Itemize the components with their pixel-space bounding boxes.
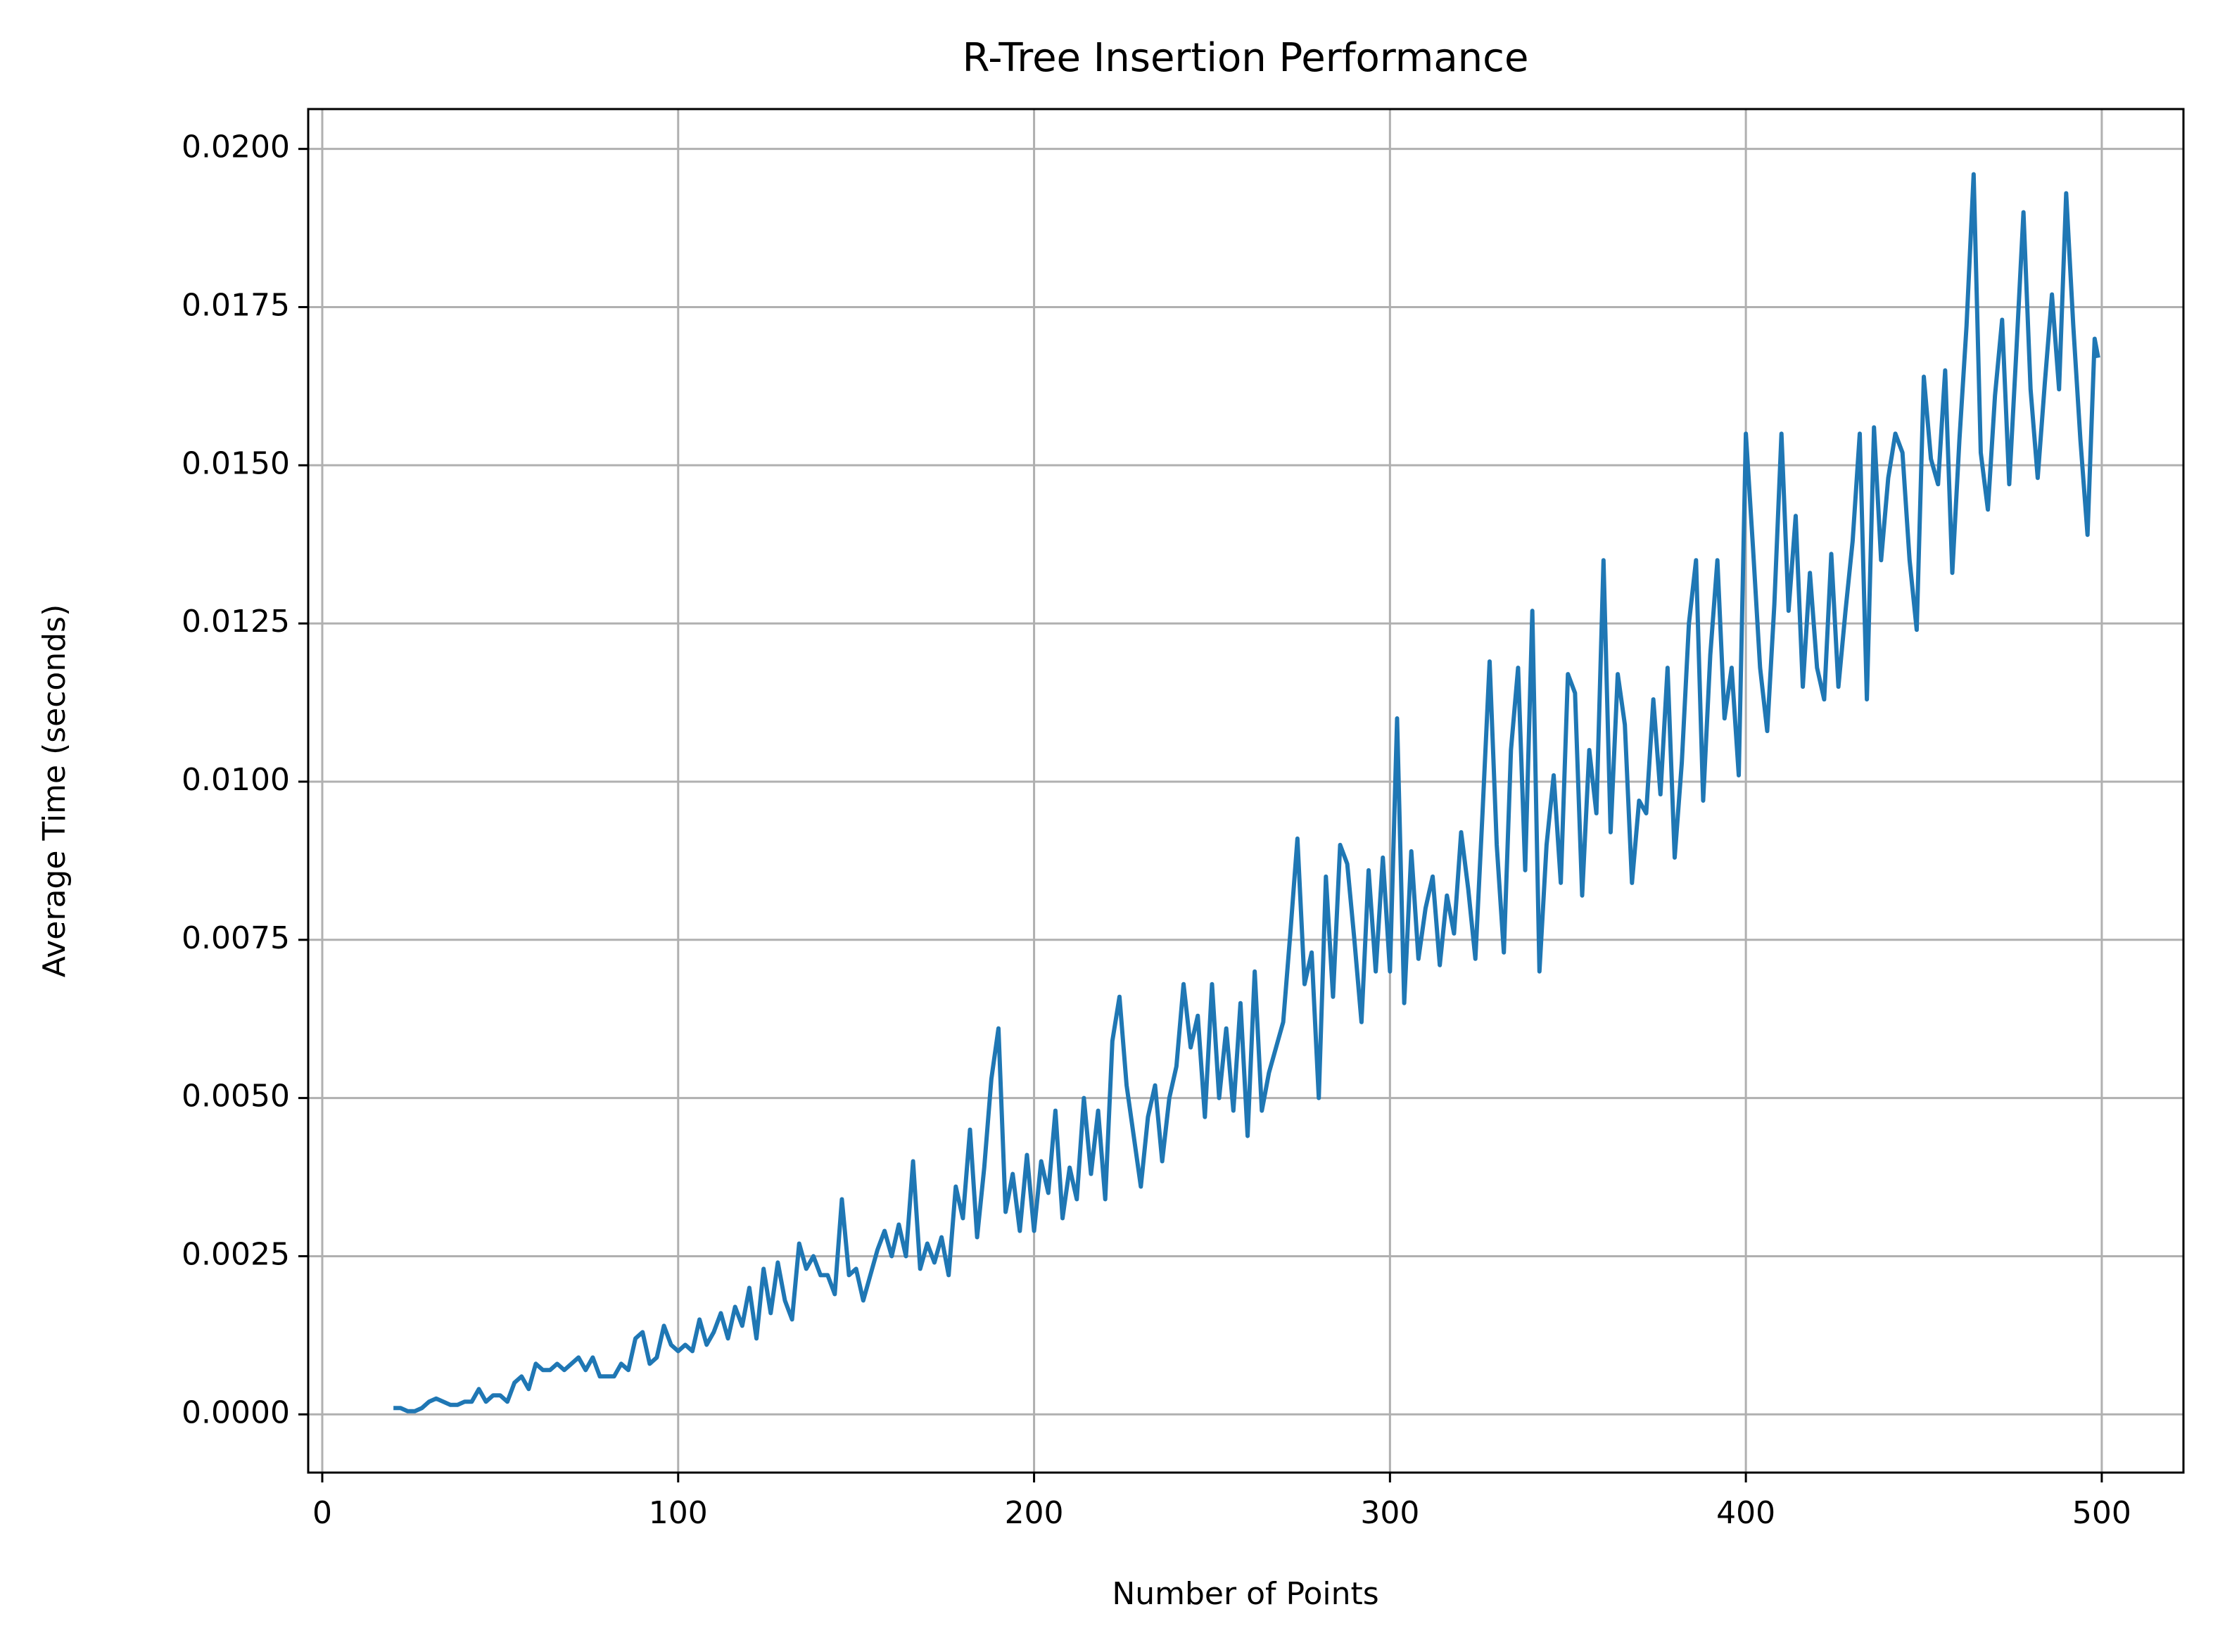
x-axis-label: Number of Points: [1112, 1576, 1378, 1612]
chart-title: R-Tree Insertion Performance: [963, 35, 1529, 81]
y-tick-label: 0.0075: [182, 920, 290, 956]
x-tick-label: 300: [1360, 1495, 1419, 1531]
x-tick-label: 500: [2072, 1495, 2131, 1531]
x-tick-label: 400: [1716, 1495, 1775, 1531]
y-tick-label: 0.0000: [182, 1394, 290, 1430]
x-tick-label: 0: [312, 1495, 332, 1531]
y-tick-label: 0.0125: [182, 604, 290, 640]
data-line: [393, 172, 2100, 1413]
x-tick-label: 100: [649, 1495, 708, 1531]
y-tick-label: 0.0150: [182, 445, 290, 481]
y-tick-label: 0.0175: [182, 287, 290, 323]
y-tick-label: 0.0050: [182, 1079, 290, 1114]
y-tick-label: 0.0200: [182, 129, 290, 165]
plot-frame: [307, 108, 2185, 1474]
y-tick-label: 0.0100: [182, 762, 290, 798]
y-axis-label: Average Time (seconds): [37, 604, 72, 978]
x-tick-label: 200: [1005, 1495, 1064, 1531]
y-tick-label: 0.0025: [182, 1236, 290, 1272]
